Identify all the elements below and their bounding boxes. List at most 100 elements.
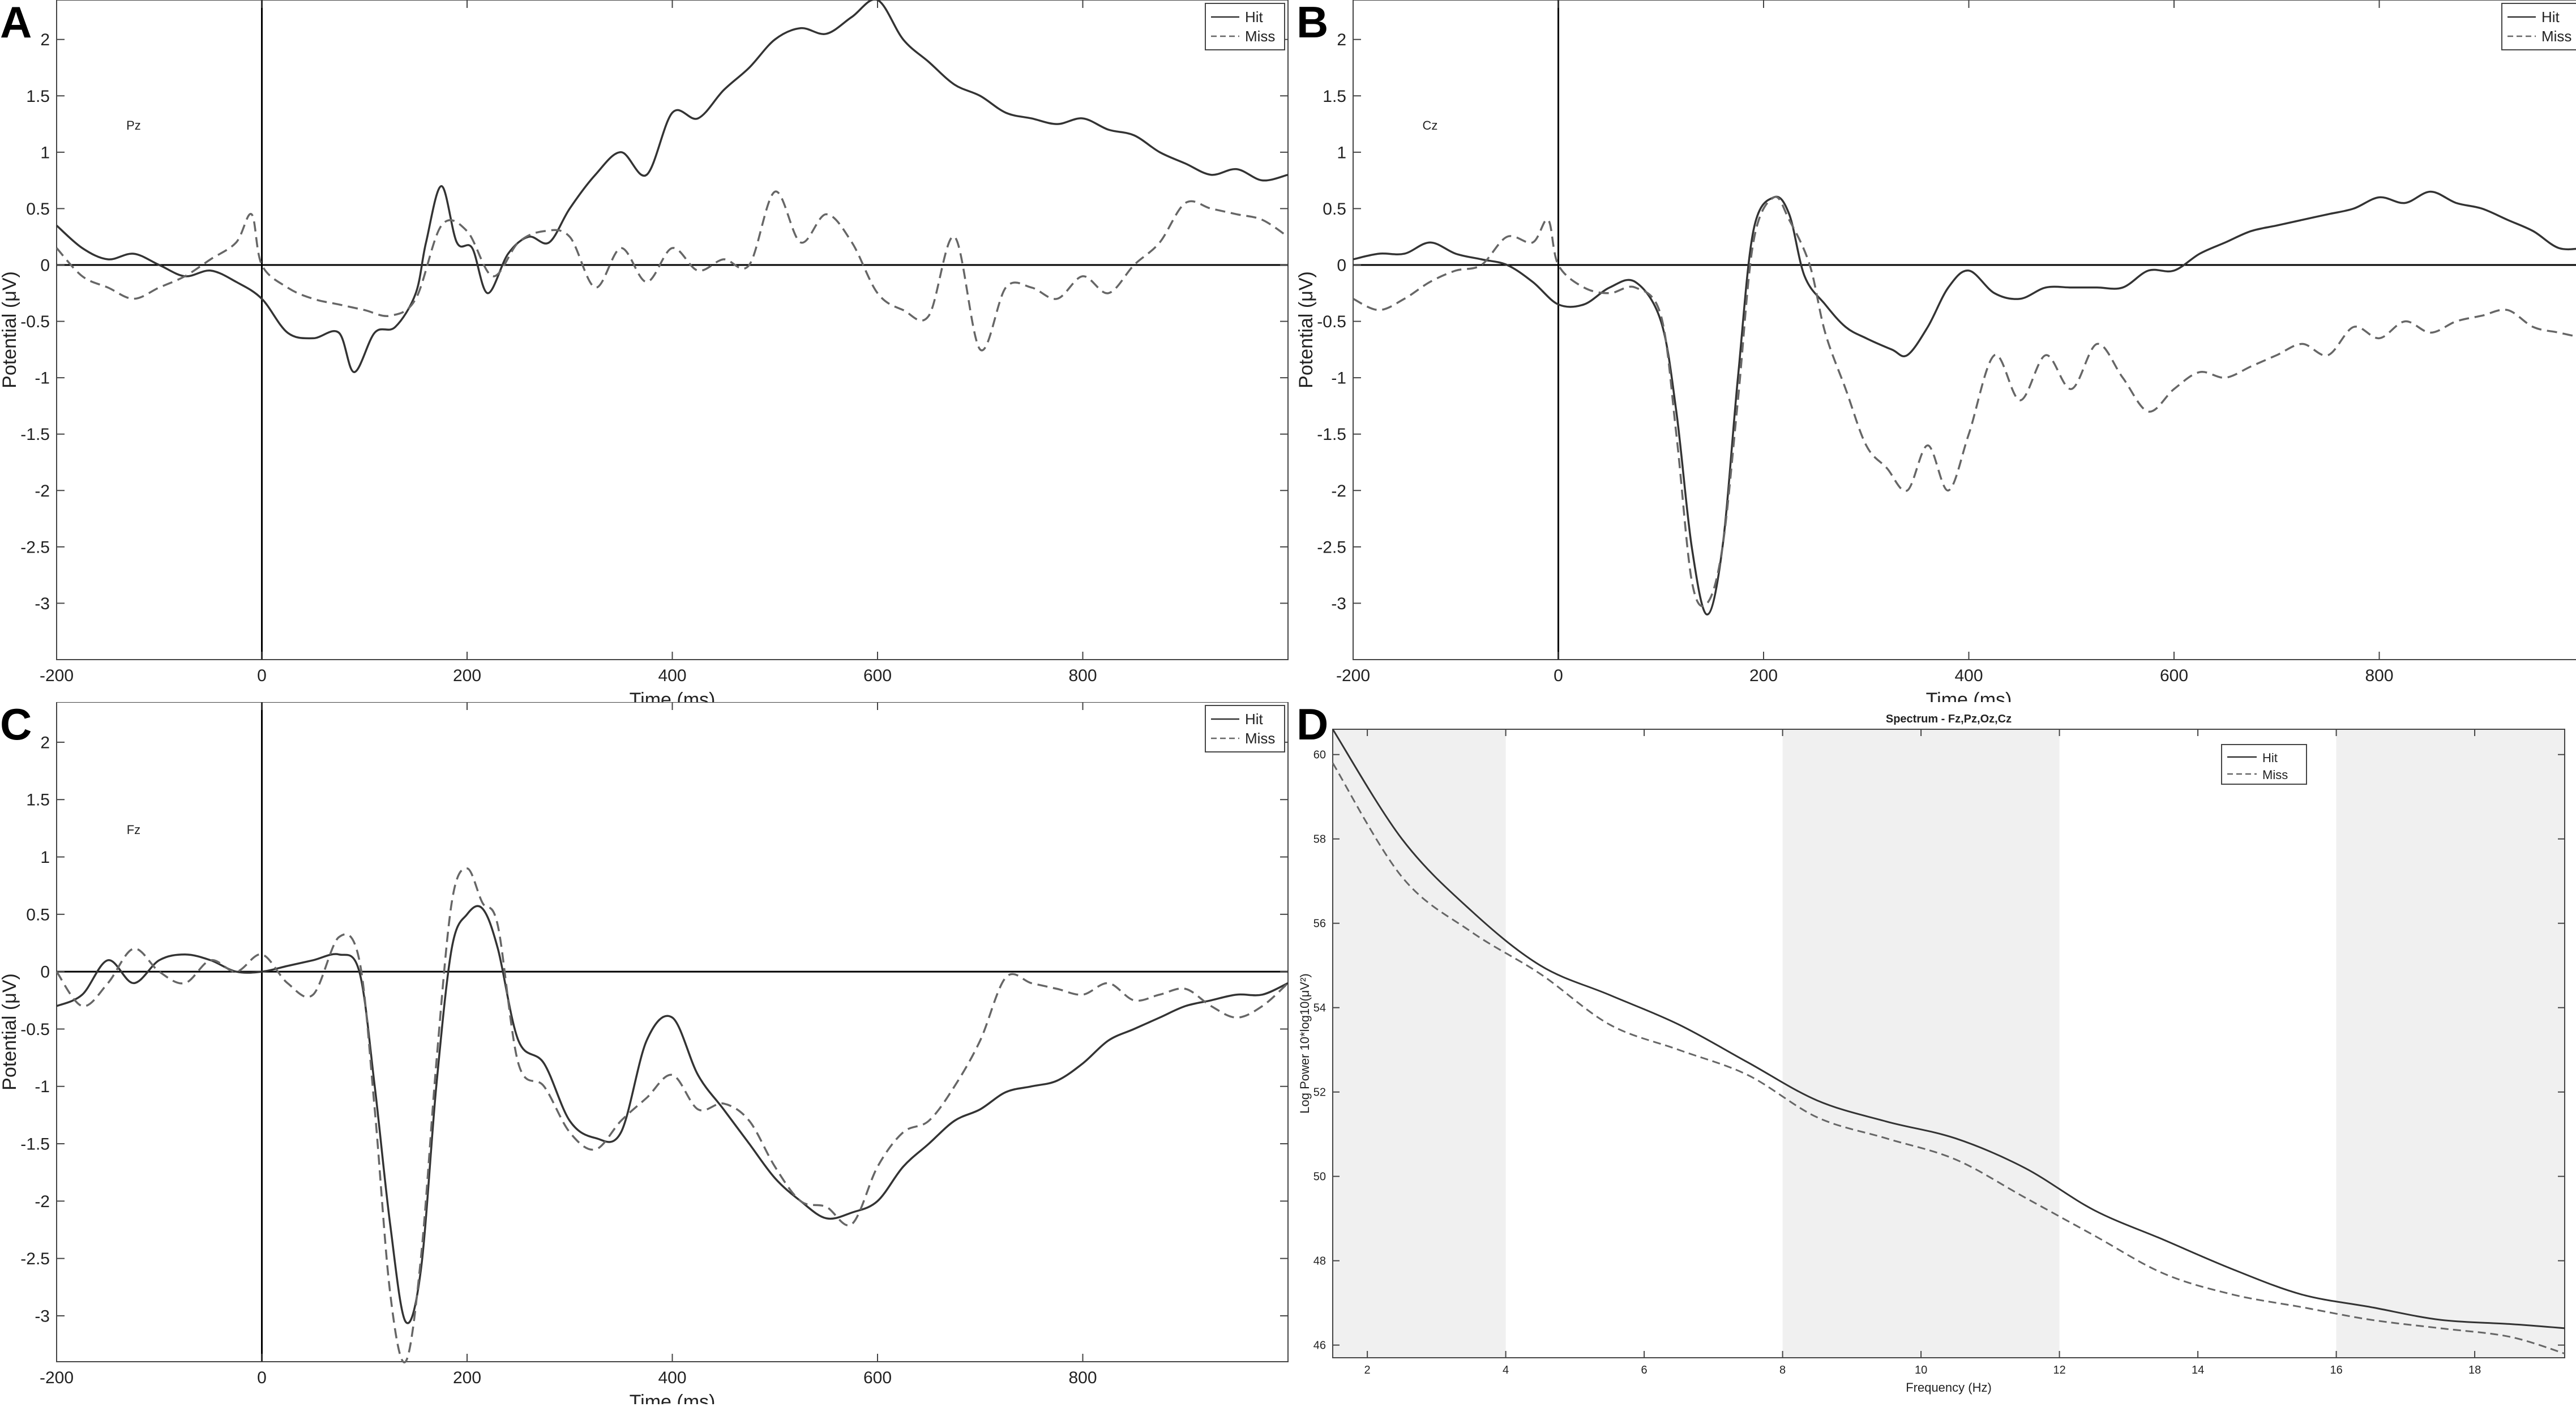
x-tick-label: 0 (257, 666, 267, 685)
legend-label-miss: Miss (1245, 730, 1275, 747)
shaded-band-2 (2336, 729, 2565, 1358)
panel-letter-a: A (0, 0, 32, 47)
series-line-hit (1353, 190, 2576, 616)
x-tick-label: -200 (1336, 666, 1370, 685)
x-tick-label: 200 (1749, 666, 1778, 685)
x-tick-label: 18 (2468, 1364, 2481, 1376)
y-tick-label: 1.5 (26, 87, 50, 106)
x-tick-label: 200 (453, 666, 481, 685)
series-line-hit (1332, 729, 2565, 1329)
y-tick-label: -2.5 (20, 538, 50, 557)
shaded-band-1 (1782, 729, 2060, 1358)
plot-frame (56, 702, 1289, 1362)
y-tick-label: -1 (35, 1077, 50, 1096)
x-tick-label: 600 (863, 666, 892, 685)
x-axis-label: Time (ms) (1926, 689, 2012, 702)
panel-letter-b: B (1296, 0, 1329, 47)
plot-frame (1332, 729, 2565, 1358)
y-axis-label: Potential (μV) (0, 271, 20, 388)
electrode-label: Fz (127, 823, 140, 837)
y-tick-label: 0.5 (26, 200, 50, 219)
legend-label-hit: Hit (1245, 8, 1264, 25)
y-tick-label: 0.5 (1323, 200, 1346, 219)
y-tick-label: 1.5 (1323, 87, 1346, 106)
y-axis-label: Potential (μV) (0, 973, 20, 1090)
y-tick-label: -3 (35, 595, 50, 613)
legend-box (2501, 3, 2576, 50)
series-line-hit (56, 905, 1289, 1324)
y-tick-label: 1 (40, 848, 50, 867)
x-tick-label: 12 (2053, 1364, 2065, 1376)
y-tick-label: -2 (35, 482, 50, 501)
y-tick-label: -1 (1331, 369, 1346, 388)
y-tick-label: 1 (40, 143, 50, 162)
x-tick-label: 800 (2365, 666, 2393, 685)
erp-chart-cz: -200 0 200 400 600 800 -3 -2.5 -2 -1.5 -1 -0.5 0 0.5 1… (1295, 0, 2576, 711)
x-axis-label: Time (ms) (630, 689, 716, 702)
x-tick-label: 0 (1554, 666, 1563, 685)
x-tick-label: 2 (1364, 1364, 1371, 1376)
panel-letter-c: C (0, 699, 32, 749)
y-tick-label: 1 (1337, 143, 1346, 162)
legend-label-miss: Miss (2541, 28, 2571, 45)
y-tick-label: -0.5 (20, 1020, 50, 1039)
y-tick-label: -2 (1331, 482, 1346, 501)
y-tick-label: -0.5 (1317, 313, 1346, 331)
y-tick-label: 50 (1313, 1171, 1326, 1183)
panel-a: A -200 0 200 400 600 800 -3 -2.5 -2 -1.5 -1 -0.5 0 0.… (0, 0, 1296, 711)
x-tick-label: 10 (1915, 1364, 1927, 1376)
x-tick-label: 400 (658, 666, 686, 685)
x-tick-label: 200 (453, 1368, 481, 1387)
erp-chart-fz: -200 0 200 400 600 800 -3 -2.5 -2 -1.5 -1 -0.5 0 0.5 1… (0, 702, 1289, 1407)
x-tick-label: -200 (40, 1368, 74, 1387)
panel-d: D 2 4 6 8 10 12 14 16 18 46 48 50 52 54 56 58 60 Frequenc… (1296, 702, 2576, 1404)
y-tick-label: 2 (40, 733, 50, 752)
legend-label-miss: Miss (2262, 768, 2288, 782)
plot-frame (56, 0, 1289, 660)
x-tick-label: -200 (40, 666, 74, 685)
series-line-hit (55, 0, 1289, 373)
y-tick-label: -1.5 (1317, 425, 1346, 444)
x-tick-label: 800 (1068, 1368, 1097, 1387)
y-tick-label: 0 (40, 256, 50, 275)
y-tick-label: 52 (1313, 1087, 1326, 1099)
y-tick-label: -2 (35, 1192, 50, 1211)
x-tick-label: 800 (1068, 666, 1097, 685)
y-tick-label: 58 (1313, 833, 1326, 846)
y-tick-label: 48 (1313, 1255, 1326, 1268)
x-axis-label: Time (ms) (630, 1391, 716, 1404)
y-tick-label: -0.5 (20, 313, 50, 331)
y-tick-label: 2 (1337, 31, 1346, 49)
x-tick-label: 16 (2330, 1364, 2342, 1376)
legend-box (1205, 705, 1285, 752)
y-tick-label: 0.5 (26, 905, 50, 924)
x-tick-label: 0 (257, 1368, 267, 1387)
x-axis-label: Frequency (Hz) (1906, 1380, 1992, 1395)
x-tick-label: 8 (1779, 1364, 1786, 1376)
spectrum-chart: 2 4 6 8 10 12 14 16 184648505254565860Frequency … (1298, 713, 2565, 1395)
panel-c: C -200 0 200 400 600 800 -3 -2.5 -2 -1.5 -1 -0.5 0 0.… (0, 699, 1296, 1407)
y-tick-label: 60 (1313, 749, 1326, 762)
y-tick-label: 54 (1313, 1002, 1326, 1015)
legend-box (2221, 744, 2307, 785)
y-tick-label: 2 (40, 31, 50, 49)
series-line-miss (55, 867, 1289, 1363)
panel-letter-d: D (1296, 699, 1329, 749)
erp-chart-pz: -200 0 200 400 600 800 -3 -2.5 -2 -1.5 -1 -0.5 0 0.5 1… (0, 0, 1289, 711)
y-tick-label: 0 (40, 963, 50, 982)
electrode-label: Pz (126, 118, 141, 132)
y-tick-label: 56 (1313, 918, 1326, 930)
x-tick-label: 14 (2192, 1364, 2204, 1376)
panel-b: B -200 0 200 400 600 800 -3 -2.5 -2 -1.5 -1 -0.5 0 0.… (1295, 0, 2576, 711)
y-tick-label: -3 (35, 1307, 50, 1325)
y-tick-label: 1.5 (26, 791, 50, 810)
y-tick-label: -2.5 (1317, 538, 1346, 557)
shaded-band-0 (1333, 729, 1506, 1358)
y-tick-label: -2.5 (20, 1250, 50, 1268)
y-axis-label: Log Power 10*log10(μV²) (1298, 973, 1312, 1113)
y-axis-label: Potential (μV) (1296, 271, 1317, 388)
y-tick-label: -1.5 (20, 1135, 50, 1154)
chart-title: Spectrum - Fz,Pz,Oz,Cz (1886, 713, 2012, 725)
x-tick-label: 400 (1954, 666, 1983, 685)
y-tick-label: -1 (35, 369, 50, 388)
